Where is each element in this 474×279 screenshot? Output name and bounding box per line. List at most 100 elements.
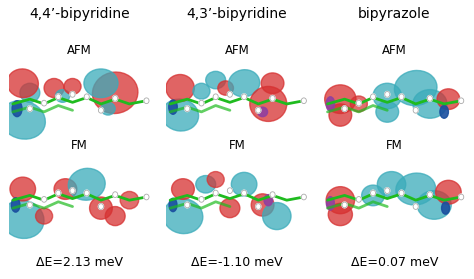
Ellipse shape	[120, 191, 138, 209]
Circle shape	[371, 190, 375, 196]
Ellipse shape	[440, 105, 448, 118]
Circle shape	[42, 100, 46, 106]
Ellipse shape	[417, 191, 451, 219]
Text: FM: FM	[228, 139, 246, 152]
Ellipse shape	[329, 104, 352, 126]
Circle shape	[385, 92, 390, 97]
Ellipse shape	[257, 107, 267, 117]
Text: AFM: AFM	[225, 44, 249, 57]
Ellipse shape	[169, 100, 177, 114]
Circle shape	[356, 196, 361, 202]
Circle shape	[413, 204, 418, 210]
Ellipse shape	[442, 202, 449, 214]
Ellipse shape	[1, 200, 44, 239]
Ellipse shape	[90, 197, 112, 219]
Ellipse shape	[261, 73, 284, 93]
Circle shape	[256, 204, 261, 210]
Text: 4,3’-bipyridine: 4,3’-bipyridine	[187, 7, 287, 21]
Circle shape	[270, 95, 275, 101]
Circle shape	[459, 194, 464, 200]
Ellipse shape	[228, 70, 260, 97]
Circle shape	[27, 202, 32, 208]
Ellipse shape	[44, 78, 64, 98]
Ellipse shape	[264, 195, 273, 206]
Text: ΔE=-1.10 meV: ΔE=-1.10 meV	[191, 256, 283, 269]
Circle shape	[413, 107, 418, 113]
Ellipse shape	[55, 90, 70, 102]
Circle shape	[113, 95, 118, 101]
Circle shape	[99, 204, 103, 210]
Circle shape	[56, 190, 61, 196]
Circle shape	[113, 192, 118, 198]
Ellipse shape	[54, 179, 77, 199]
Circle shape	[428, 95, 432, 101]
Ellipse shape	[196, 175, 216, 193]
Ellipse shape	[251, 194, 274, 216]
Ellipse shape	[193, 83, 210, 99]
Circle shape	[399, 190, 404, 196]
Ellipse shape	[68, 168, 105, 200]
Ellipse shape	[263, 203, 291, 230]
Circle shape	[399, 94, 404, 100]
Circle shape	[342, 202, 347, 208]
Ellipse shape	[436, 180, 461, 204]
Ellipse shape	[10, 177, 36, 201]
Ellipse shape	[362, 185, 384, 206]
Ellipse shape	[325, 85, 356, 114]
Text: FM: FM	[71, 139, 88, 152]
Circle shape	[27, 106, 32, 112]
Ellipse shape	[12, 101, 22, 117]
Circle shape	[56, 94, 61, 100]
Text: ΔE=0.07 meV: ΔE=0.07 meV	[351, 256, 438, 269]
Ellipse shape	[326, 97, 335, 111]
Ellipse shape	[92, 72, 138, 114]
Circle shape	[213, 94, 218, 100]
Ellipse shape	[11, 198, 20, 212]
Ellipse shape	[20, 83, 40, 102]
Ellipse shape	[437, 89, 460, 109]
Ellipse shape	[172, 179, 194, 199]
Circle shape	[385, 188, 390, 194]
Circle shape	[199, 100, 204, 106]
Ellipse shape	[206, 71, 226, 89]
Ellipse shape	[220, 199, 240, 218]
Ellipse shape	[162, 99, 199, 131]
Text: FM: FM	[386, 139, 403, 152]
Text: bipyrazole: bipyrazole	[358, 7, 430, 21]
Circle shape	[270, 192, 275, 198]
Ellipse shape	[396, 173, 436, 205]
Circle shape	[228, 92, 232, 97]
Circle shape	[301, 194, 306, 200]
Circle shape	[144, 98, 149, 104]
Circle shape	[185, 202, 190, 208]
Text: 4,4’-bipyridine: 4,4’-bipyridine	[29, 7, 130, 21]
Circle shape	[185, 106, 190, 112]
Ellipse shape	[377, 172, 406, 197]
Circle shape	[301, 98, 306, 104]
Circle shape	[242, 190, 246, 196]
Circle shape	[84, 190, 89, 196]
Ellipse shape	[64, 78, 81, 94]
Ellipse shape	[231, 172, 257, 196]
Ellipse shape	[376, 102, 399, 122]
Ellipse shape	[101, 102, 115, 115]
Ellipse shape	[7, 69, 38, 98]
Ellipse shape	[413, 90, 447, 118]
Circle shape	[356, 100, 361, 106]
Ellipse shape	[166, 74, 194, 102]
Circle shape	[70, 188, 75, 194]
Ellipse shape	[0, 100, 46, 139]
Text: AFM: AFM	[382, 44, 407, 57]
Circle shape	[228, 188, 232, 194]
Ellipse shape	[373, 83, 401, 109]
Ellipse shape	[328, 203, 352, 226]
Circle shape	[144, 194, 149, 200]
Circle shape	[42, 196, 46, 202]
Circle shape	[199, 196, 204, 202]
Ellipse shape	[36, 208, 53, 224]
Circle shape	[342, 106, 347, 112]
Circle shape	[99, 107, 103, 113]
Circle shape	[213, 190, 218, 196]
Ellipse shape	[105, 206, 125, 226]
Circle shape	[70, 92, 75, 97]
